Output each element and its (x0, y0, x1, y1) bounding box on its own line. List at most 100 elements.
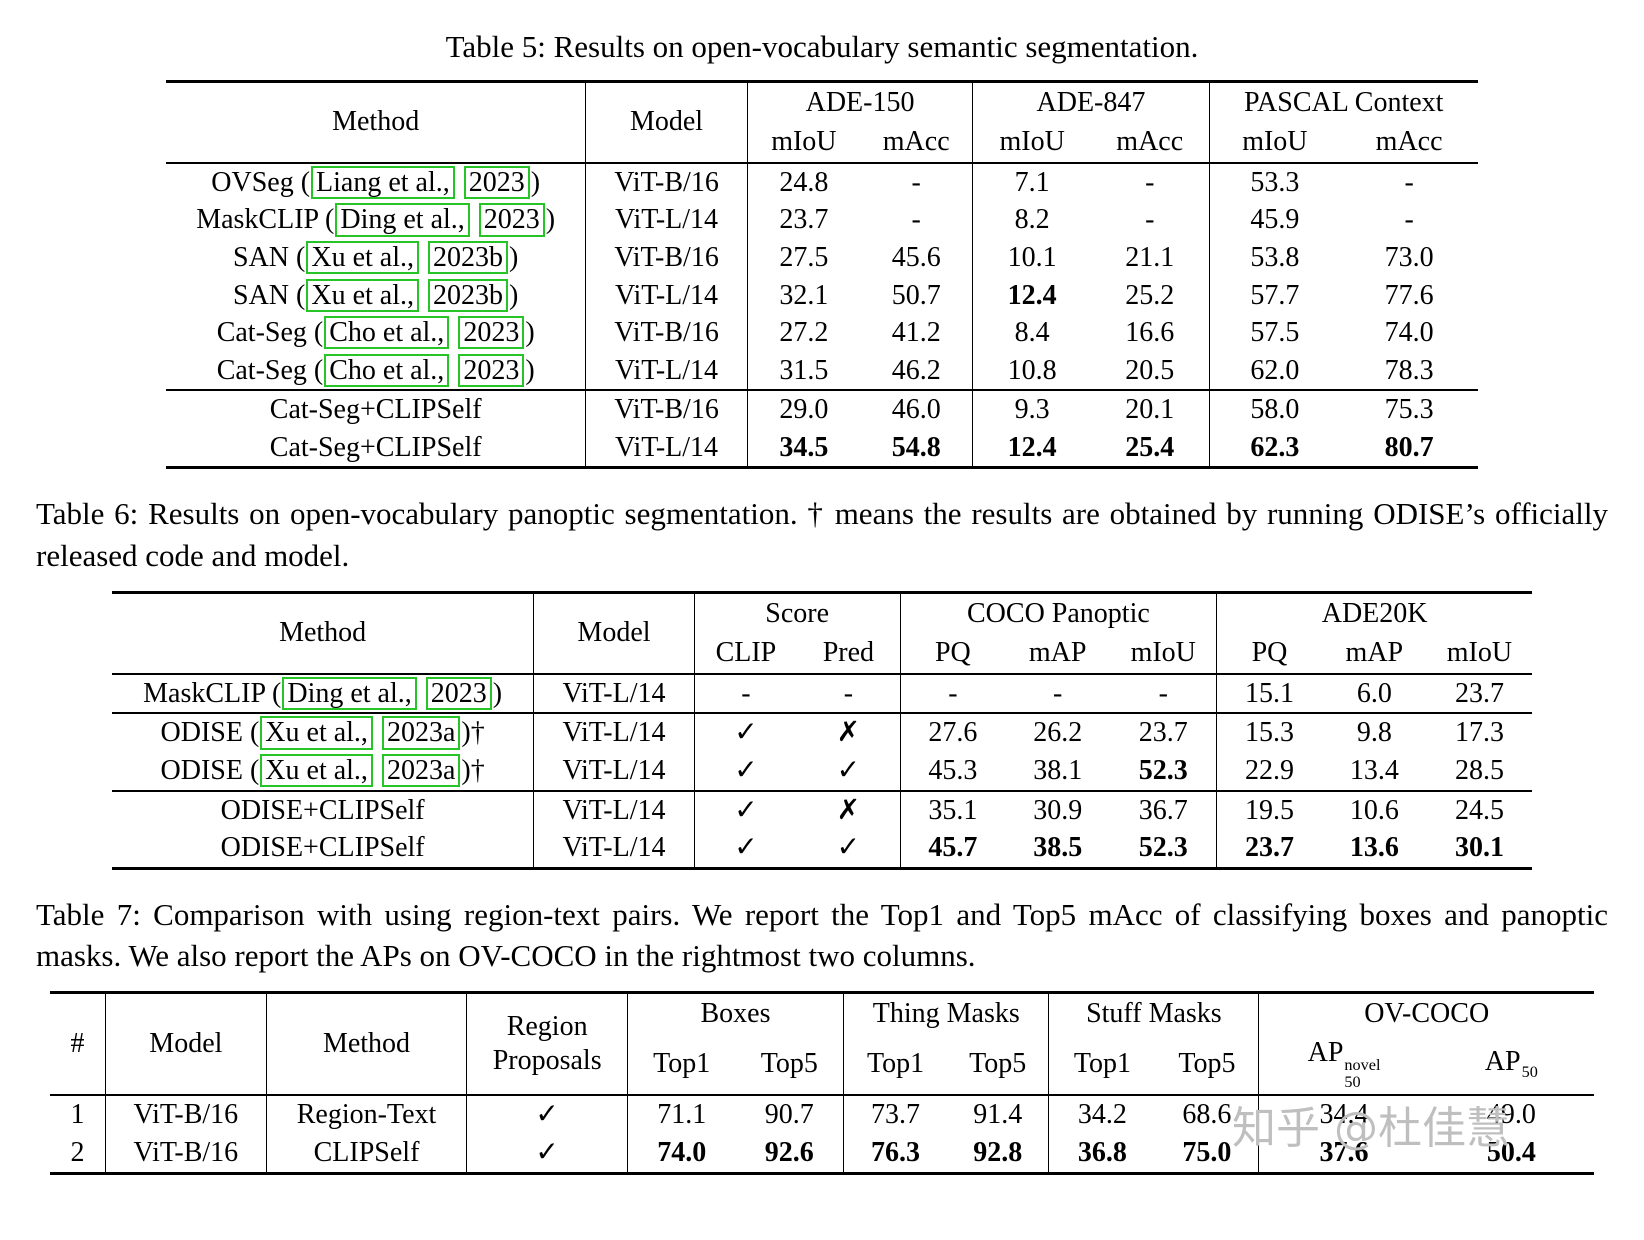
text-part: Top1 (1073, 1048, 1131, 1080)
value-cell: ViT-L/14 (533, 751, 695, 791)
citation-link[interactable]: Xu et al., (260, 753, 373, 788)
citation-link[interactable]: Cho et al., (324, 316, 450, 350)
text-part: 31.5 (779, 354, 829, 386)
value-cell: - (797, 672, 901, 714)
text-part: Stuff Masks (1086, 997, 1222, 1029)
table5-wrapper: Method Model ADE-150 ADE-847 PASCAL Context m… (166, 79, 1478, 470)
text-part: Region-Text (296, 1099, 437, 1131)
text-part: AP (1307, 1037, 1344, 1069)
text-part: ViT-B/16 (614, 166, 719, 198)
text-part: Boxes (700, 997, 771, 1029)
text-part: 53.3 (1250, 166, 1300, 198)
text-part: Cat-Seg ( (216, 317, 324, 349)
text-part: mIoU (1446, 637, 1513, 669)
text-part: ✓ (535, 1099, 559, 1131)
value-cell: 68.6 (1155, 1094, 1260, 1134)
method-cell: ODISE+CLIPSelf (112, 829, 535, 869)
table-row: SAN (Xu et al., 2023b) ViT-B/16 27.5 45.6 10… (166, 238, 1478, 277)
value-cell: 10.6 (1321, 789, 1427, 830)
value-cell: 16.6 (1090, 314, 1210, 352)
text-part: 10.1 (1007, 241, 1057, 273)
value-cell: 26.2 (1005, 712, 1111, 752)
text-part: Top1 (653, 1048, 711, 1080)
text-part: - (843, 677, 854, 709)
citation-link[interactable]: 2023 (478, 203, 545, 237)
column-header: Pred (797, 633, 901, 674)
column-header: Top5 (735, 1033, 845, 1096)
value-cell: 49.0 (1428, 1094, 1594, 1134)
column-header: mAcc (1090, 122, 1210, 163)
column-header: mIoU (1110, 633, 1218, 674)
value-cell: ViT-L/14 (585, 428, 748, 468)
value-cell: 36.7 (1110, 789, 1218, 830)
text-part: ✓ (836, 754, 861, 786)
text-part: 23.7 (1245, 832, 1294, 864)
text-part: 27.2 (779, 317, 829, 349)
text-part: 36.8 (1077, 1136, 1127, 1168)
text-part (374, 717, 381, 748)
value-cell: 15.3 (1216, 712, 1322, 752)
citation-link[interactable]: 2023a (381, 716, 461, 750)
value-cell: 7.1 (972, 161, 1091, 202)
text-part: 36.7 (1138, 794, 1188, 826)
text-part: Model (629, 106, 704, 138)
text-part: PASCAL Context (1244, 86, 1444, 118)
table-row: 1 ViT-B/16 Region-Text ✓ 71.1 90.7 73.7 91.4 34.… (50, 1094, 1594, 1134)
text-part (420, 280, 427, 311)
value-cell: 75.3 (1340, 389, 1478, 429)
value-cell: ✓ (466, 1094, 628, 1134)
value-cell: 46.0 (860, 389, 974, 429)
text-part: ) (530, 166, 541, 198)
text-part: 15.3 (1245, 717, 1294, 749)
text-part: ✗ (836, 717, 861, 749)
text-part: SAN ( (233, 279, 306, 311)
citation-link[interactable]: Ding et al., (282, 676, 417, 711)
value-cell: - (860, 201, 974, 239)
value-cell: - (1090, 161, 1210, 202)
citation-link[interactable]: Ding et al., (335, 203, 470, 237)
value-cell: 20.5 (1090, 351, 1210, 391)
value-cell: - (1340, 161, 1478, 202)
column-header: Region Proposals (466, 992, 628, 1096)
text-part: ) (545, 204, 556, 236)
value-cell: 20.1 (1090, 389, 1210, 429)
column-group-header: ADE-847 (972, 81, 1210, 123)
method-cell: MaskCLIP (Ding et al., 2023) (112, 672, 535, 714)
text-part: - (911, 204, 921, 236)
citation-link[interactable]: 2023 (425, 676, 492, 711)
citation-link[interactable]: 2023 (458, 353, 525, 388)
citation-link[interactable]: Xu et al., (306, 240, 419, 275)
value-cell: ✓ (466, 1133, 628, 1174)
citation-link[interactable]: 2023b (427, 240, 508, 275)
panoptic-segmentation-results-table: Method Model Score COCO Panoptic ADE20K CLIP P… (112, 590, 1532, 870)
text-part: Region Proposals (492, 1011, 602, 1077)
value-cell: 15.1 (1216, 672, 1322, 714)
text-part: 12.4 (1007, 279, 1057, 311)
text-part: Model (577, 617, 651, 649)
column-header: mIoU (1209, 122, 1340, 163)
text-part: 27.5 (779, 241, 829, 273)
citation-link[interactable]: 2023 (458, 316, 525, 350)
citation-link[interactable]: Xu et al., (306, 278, 419, 312)
value-cell: 36.8 (1049, 1134, 1156, 1173)
citation-link[interactable]: Cho et al., (324, 353, 450, 388)
text-part: ViT-B/16 (614, 241, 719, 273)
method-cell: 2 (50, 1133, 107, 1174)
citation-link[interactable]: 2023a (381, 753, 461, 788)
value-cell: 38.5 (1005, 829, 1110, 868)
value-cell: 74.0 (1340, 314, 1478, 352)
column-group-header: Stuff Masks (1048, 992, 1260, 1034)
text-part (420, 242, 427, 273)
text-part: 27.6 (928, 717, 978, 749)
citation-link[interactable]: 2023b (427, 278, 508, 312)
value-cell: ViT-B/16 (585, 161, 748, 202)
column-header: Method (266, 992, 468, 1096)
value-cell: 75.0 (1155, 1133, 1260, 1174)
value-cell: 57.5 (1209, 314, 1340, 352)
method-cell: Cat-Seg+CLIPSelf (166, 389, 587, 429)
citation-link[interactable]: Liang et al., (311, 165, 455, 200)
citation-link[interactable]: 2023 (463, 165, 530, 200)
text-part: ViT-L/14 (562, 754, 666, 786)
value-cell: 62.3 (1209, 429, 1340, 468)
citation-link[interactable]: Xu et al., (260, 716, 373, 750)
